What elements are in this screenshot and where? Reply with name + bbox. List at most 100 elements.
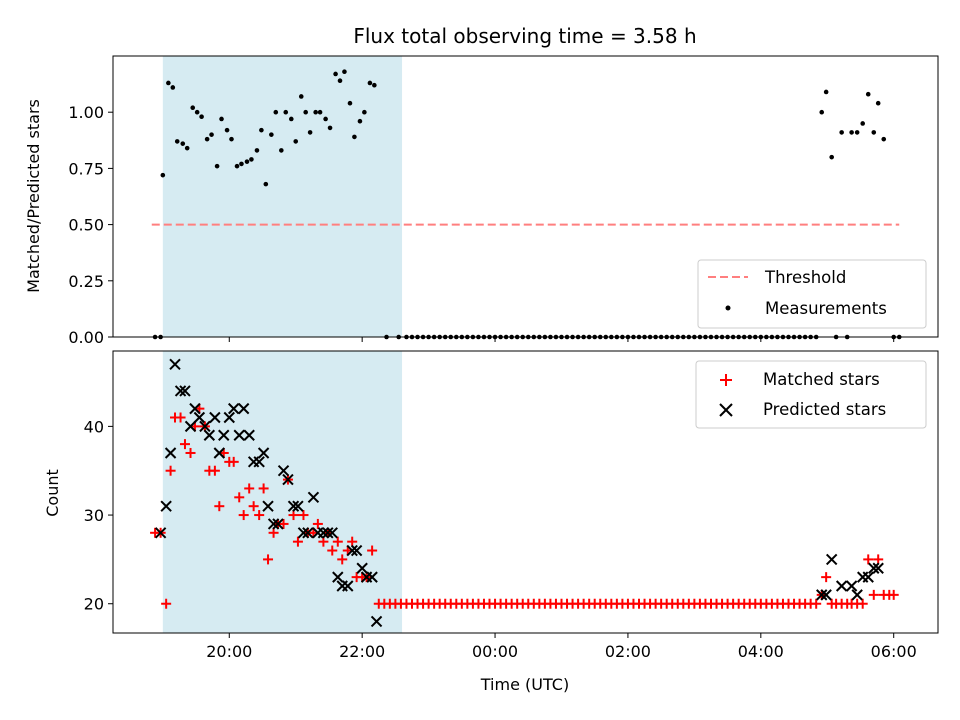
matched-star-marker bbox=[175, 412, 186, 423]
matched-star-marker bbox=[863, 554, 874, 565]
predicted-star-marker bbox=[872, 562, 884, 574]
matched-star-marker bbox=[161, 598, 172, 609]
cross-b bbox=[287, 500, 300, 512]
predicted-legend-label: Predicted stars bbox=[763, 400, 886, 419]
cross-b bbox=[233, 429, 245, 441]
bottom-x-axis-label: Time (UTC) bbox=[480, 675, 569, 694]
measurement-point bbox=[184, 145, 190, 151]
cross-b bbox=[825, 553, 838, 566]
measurement-point bbox=[323, 116, 328, 122]
bottom-y-axis-label: Count bbox=[43, 469, 62, 517]
predicted-legend-swatch bbox=[719, 403, 733, 417]
predicted-star-marker bbox=[203, 429, 216, 441]
matched-star-marker bbox=[254, 510, 265, 521]
measurement-point bbox=[823, 89, 829, 95]
cross-b bbox=[169, 358, 181, 371]
measurements-legend-swatch bbox=[725, 305, 731, 311]
matched-star-marker bbox=[298, 510, 309, 521]
cross-b bbox=[302, 527, 314, 539]
cross-b bbox=[184, 420, 197, 433]
matched-star-marker bbox=[312, 518, 323, 529]
measurement-point bbox=[269, 132, 274, 137]
cross-b bbox=[223, 411, 235, 424]
predicted-star-marker bbox=[154, 527, 167, 539]
cross-b bbox=[209, 411, 221, 424]
measurement-point bbox=[209, 132, 214, 137]
matched-star-marker bbox=[228, 456, 239, 467]
cross-b bbox=[237, 402, 250, 415]
cross-b bbox=[199, 420, 211, 433]
matched-star-marker bbox=[258, 483, 269, 494]
bottom-x-tick-label: 02:00 bbox=[605, 642, 651, 661]
top-panel: 0.00 0.25 0.50 0.75 1.00 Matched/Predicted s… bbox=[24, 55, 939, 347]
measurement-point bbox=[313, 109, 318, 115]
measurement-point bbox=[829, 154, 834, 160]
bottom-x-tick-label: 04:00 bbox=[738, 642, 784, 661]
predicted-star-marker bbox=[218, 429, 230, 441]
measurement-point bbox=[337, 78, 343, 84]
matched-star-marker bbox=[337, 554, 348, 565]
matched-star-marker bbox=[857, 598, 868, 609]
bottom-x-tick-label: 00:00 bbox=[472, 642, 518, 661]
measurement-point bbox=[871, 130, 877, 135]
measurement-point bbox=[254, 148, 260, 153]
predicted-star-marker bbox=[356, 562, 368, 574]
predicted-star-marker bbox=[845, 580, 858, 592]
matched-legend-label: Matched stars bbox=[763, 370, 880, 389]
measurement-point bbox=[204, 136, 210, 142]
measurement-point bbox=[259, 127, 264, 133]
cross-b bbox=[332, 571, 344, 583]
measurement-point bbox=[298, 94, 304, 99]
measurement-point bbox=[357, 118, 363, 124]
predicted-star-marker bbox=[193, 411, 206, 424]
predicted-star-marker bbox=[835, 580, 848, 592]
measurement-point bbox=[860, 121, 865, 126]
measurement-point bbox=[307, 130, 313, 135]
measurement-point bbox=[174, 139, 180, 144]
chart-title: Flux total observing time = 3.58 h bbox=[353, 24, 696, 48]
measurement-point bbox=[303, 109, 308, 115]
predicted-star-marker bbox=[227, 402, 240, 415]
top-observing-window bbox=[162, 56, 403, 337]
predicted-star-marker bbox=[302, 527, 314, 539]
matched-star-marker bbox=[234, 492, 245, 503]
cross-b bbox=[356, 562, 368, 574]
cross-b bbox=[366, 571, 378, 583]
cross-b bbox=[322, 527, 334, 539]
predicted-star-marker bbox=[277, 465, 290, 477]
top-y-tick-label: 0.25 bbox=[68, 272, 104, 291]
threshold-legend-label: Threshold bbox=[764, 268, 846, 287]
measurement-point bbox=[854, 130, 860, 135]
bottom-panel: 20 30 40 20:00 22:00 00:00 02:00 04:00 06:00 Co… bbox=[43, 350, 939, 694]
predicted-star-marker bbox=[346, 544, 358, 557]
matched-star-marker bbox=[811, 598, 822, 609]
cross-b bbox=[307, 491, 320, 504]
cross-b bbox=[213, 447, 226, 459]
cross-b bbox=[282, 473, 294, 486]
measurement-point bbox=[288, 116, 294, 122]
measurements-legend-label: Measurements bbox=[765, 299, 887, 318]
measurement-point bbox=[199, 114, 204, 119]
measurement-point bbox=[214, 163, 220, 169]
measurement-point bbox=[279, 148, 284, 153]
predicted-star-marker bbox=[297, 527, 310, 539]
bottom-y-tick-label: 20 bbox=[84, 595, 104, 614]
measurement-point bbox=[249, 157, 254, 162]
matched-star-marker bbox=[238, 510, 249, 521]
predicted-star-marker bbox=[342, 580, 354, 592]
predicted-star-marker bbox=[169, 358, 181, 371]
predicted-star-marker bbox=[317, 527, 330, 539]
top-legend: Threshold Measurements bbox=[697, 259, 927, 329]
predicted-star-marker bbox=[287, 500, 300, 512]
measurement-point bbox=[849, 130, 854, 135]
predicted-star-marker bbox=[332, 571, 344, 583]
cross-b bbox=[203, 429, 216, 441]
predicted-star-marker bbox=[350, 544, 363, 557]
predicted-star-marker bbox=[160, 500, 172, 512]
cross-b bbox=[370, 615, 383, 628]
predicted-star-marker bbox=[326, 527, 338, 539]
bottom-y-tick-label: 40 bbox=[84, 417, 104, 436]
cross-b bbox=[218, 429, 230, 441]
predicted-star-marker bbox=[237, 402, 250, 415]
